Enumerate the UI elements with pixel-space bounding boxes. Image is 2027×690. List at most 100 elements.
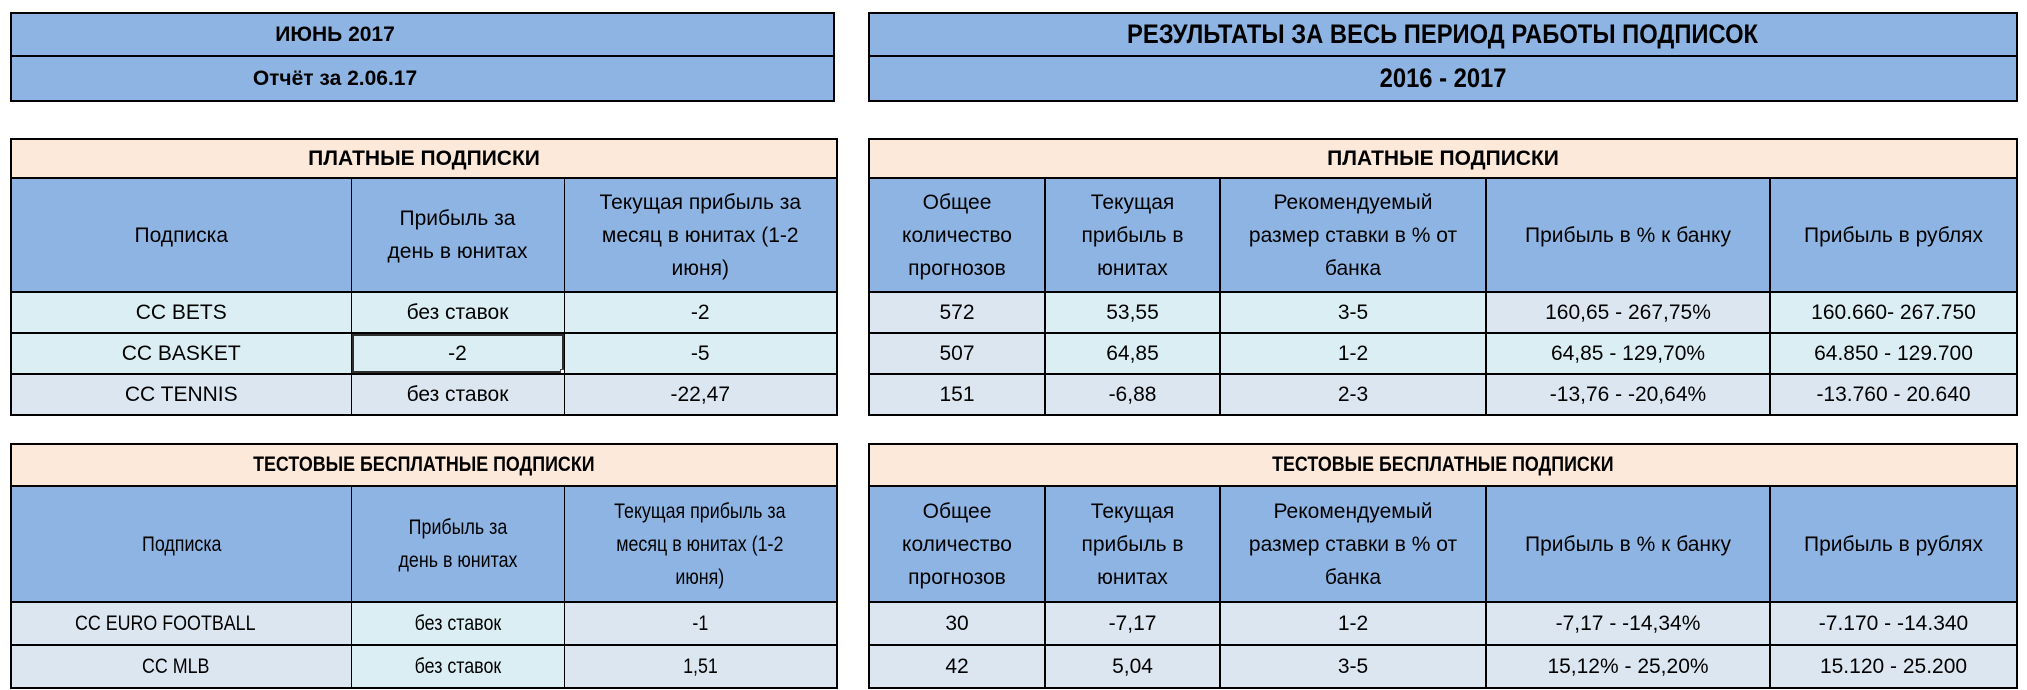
overall-test-table: ТЕСТОВЫЕ БЕСПЛАТНЫЕ ПОДПИСКИ Общее колич… xyxy=(867,443,2019,689)
column-header[interactable]: Общее количество прогнозов xyxy=(868,177,1046,293)
column-header[interactable]: Прибыль в % к банку xyxy=(1485,485,1771,603)
cell[interactable]: 151 xyxy=(868,373,1046,416)
table-row: ПЛАТНЫЕ ПОДПИСКИ xyxy=(10,138,838,179)
section-title-test[interactable]: ТЕСТОВЫЕ БЕСПЛАТНЫЕ ПОДПИСКИ xyxy=(867,443,2019,487)
cell[interactable]: 15,12% - 25,20% xyxy=(1485,644,1771,689)
column-header[interactable]: Рекомендуемый размер ставки в % от банка xyxy=(1219,177,1487,293)
cell[interactable]: 1-2 xyxy=(1219,332,1487,375)
cell[interactable]: без ставок xyxy=(350,644,565,689)
fill-handle[interactable] xyxy=(559,369,563,372)
cell[interactable]: 3-5 xyxy=(1219,644,1487,689)
table-row: 42 5,04 3-5 15,12% - 25,20% 15.120 - 25.… xyxy=(868,644,2019,689)
cell[interactable]: -7.170 - -14.340 xyxy=(1768,601,2019,646)
cell[interactable]: 42 xyxy=(868,644,1046,689)
cell[interactable]: 30 xyxy=(868,601,1046,646)
month-header: ИЮНЬ 2017 Отчёт за 2.06.17 xyxy=(10,12,835,102)
cell-subscription[interactable]: CC BETS xyxy=(10,291,352,334)
cell[interactable]: 572 xyxy=(868,291,1046,334)
period-header: РЕЗУЛЬТАТЫ ЗА ВЕСЬ ПЕРИОД РАБОТЫ ПОДПИСО… xyxy=(868,12,2018,102)
cell-text: CC MLB xyxy=(141,654,210,678)
month-title: ИЮНЬ 2017 xyxy=(275,22,395,46)
period-years-cell[interactable]: 2016 - 2017 xyxy=(868,55,2018,102)
cell[interactable]: 5,04 xyxy=(1044,644,1221,689)
cell[interactable]: -2 xyxy=(563,291,838,334)
table-row: 30 -7,17 1-2 -7,17 - -14,34% -7.170 - -1… xyxy=(868,601,2019,646)
cell-text: без ставок xyxy=(414,654,501,678)
cell[interactable]: -13.760 - 20.640 xyxy=(1769,373,2018,416)
column-header[interactable]: Текущая прибыль в юнитах xyxy=(1044,485,1221,603)
cell-subscription[interactable]: CC MLB xyxy=(10,644,352,689)
section-title-text: ТЕСТОВЫЕ БЕСПЛАТНЫЕ ПОДПИСКИ xyxy=(1272,453,1614,476)
table-row: 2016 - 2017 xyxy=(868,55,2018,102)
cell[interactable]: 507 xyxy=(868,332,1046,375)
column-header[interactable]: Прибыль за день в юнитах xyxy=(350,177,565,293)
cell[interactable]: 64,85 xyxy=(1044,332,1221,375)
column-header[interactable]: Общее количество прогнозов xyxy=(868,485,1046,603)
cell-text: -1 xyxy=(692,611,709,635)
column-header-text: Текущая прибыль за месяц в юнитах (1-2 и… xyxy=(614,499,786,589)
cell[interactable]: без ставок xyxy=(350,373,565,416)
column-header[interactable]: Прибыль в рублях xyxy=(1768,485,2019,603)
cell[interactable]: -7,17 - -14,34% xyxy=(1485,601,1771,646)
section-title-text: ТЕСТОВЫЕ БЕСПЛАТНЫЕ ПОДПИСКИ xyxy=(253,453,595,476)
cell[interactable]: -7,17 xyxy=(1044,601,1221,646)
period-title-cell[interactable]: РЕЗУЛЬТАТЫ ЗА ВЕСЬ ПЕРИОД РАБОТЫ ПОДПИСО… xyxy=(868,12,2018,57)
cell[interactable]: -5 xyxy=(563,332,838,375)
cell[interactable]: без ставок xyxy=(350,601,565,646)
cell[interactable]: 1-2 xyxy=(1219,601,1487,646)
cell[interactable]: 160.660- 267.750 xyxy=(1769,291,2018,334)
daily-paid-table: ПЛАТНЫЕ ПОДПИСКИ Подписка Прибыль за ден… xyxy=(10,138,839,416)
cell-text: CC EURO FOOTBALL xyxy=(75,611,256,635)
column-header[interactable]: Текущая прибыль за месяц в юнитах (1-2 и… xyxy=(563,177,838,293)
cell[interactable]: -6,88 xyxy=(1044,373,1221,416)
daily-test-table: ТЕСТОВЫЕ БЕСПЛАТНЫЕ ПОДПИСКИ Подписка Пр… xyxy=(10,443,839,689)
column-header[interactable]: Текущая прибыль в юнитах xyxy=(1044,177,1221,293)
table-row: Общее количество прогнозов Текущая прибы… xyxy=(868,177,2018,293)
cell[interactable]: 2-3 xyxy=(1219,373,1487,416)
table-row: CC EURO FOOTBALL без ставок -1 xyxy=(10,601,838,646)
cell[interactable]: -1 xyxy=(563,601,838,646)
cell[interactable]: -22,47 xyxy=(563,373,838,416)
column-header[interactable]: Рекомендуемый размер ставки в % от банка xyxy=(1219,485,1487,603)
cell[interactable]: -13,76 - -20,64% xyxy=(1485,373,1771,416)
report-date: Отчёт за 2.06.17 xyxy=(252,66,418,90)
cell-text: 1,51 xyxy=(682,654,718,678)
cell[interactable]: 15.120 - 25.200 xyxy=(1768,644,2019,689)
section-title-test[interactable]: ТЕСТОВЫЕ БЕСПЛАТНЫЕ ПОДПИСКИ xyxy=(10,443,838,487)
section-title-paid[interactable]: ПЛАТНЫЕ ПОДПИСКИ xyxy=(868,138,2018,179)
cell[interactable]: 160,65 - 267,75% xyxy=(1485,291,1771,334)
column-header[interactable]: Прибыль в % к банку xyxy=(1485,177,1771,293)
column-header[interactable]: Подписка xyxy=(10,485,352,603)
cell[interactable]: 1,51 xyxy=(563,644,838,689)
table-row: РЕЗУЛЬТАТЫ ЗА ВЕСЬ ПЕРИОД РАБОТЫ ПОДПИСО… xyxy=(868,12,2018,57)
cell-text: без ставок xyxy=(414,611,501,635)
table-row: Отчёт за 2.06.17 xyxy=(10,55,835,102)
period-years: 2016 - 2017 xyxy=(1379,63,1507,93)
cell[interactable]: 64,85 - 129,70% xyxy=(1485,332,1771,375)
column-header[interactable]: Прибыль за день в юнитах xyxy=(350,485,565,603)
table-row: 507 64,85 1-2 64,85 - 129,70% 64.850 - 1… xyxy=(868,332,2018,375)
column-header[interactable]: Подписка xyxy=(10,177,352,293)
table-row: 151 -6,88 2-3 -13,76 - -20,64% -13.760 -… xyxy=(868,373,2018,416)
month-title-cell[interactable]: ИЮНЬ 2017 xyxy=(10,12,835,57)
selected-cell[interactable]: -2 xyxy=(350,332,565,375)
cell-subscription[interactable]: CC BASKET xyxy=(10,332,352,375)
column-header-text: Прибыль за день в юнитах xyxy=(398,516,517,572)
report-date-cell[interactable]: Отчёт за 2.06.17 xyxy=(10,55,835,102)
column-header[interactable]: Текущая прибыль за месяц в юнитах (1-2 и… xyxy=(563,485,838,603)
cell[interactable]: 3-5 xyxy=(1219,291,1487,334)
table-row: Общее количество прогнозов Текущая прибы… xyxy=(868,485,2019,603)
table-row: ТЕСТОВЫЕ БЕСПЛАТНЫЕ ПОДПИСКИ xyxy=(867,443,2019,487)
table-row: ИЮНЬ 2017 xyxy=(10,12,835,57)
table-row: Подписка Прибыль за день в юнитах Текуща… xyxy=(10,177,838,293)
cell[interactable]: без ставок xyxy=(350,291,565,334)
overall-paid-table: ПЛАТНЫЕ ПОДПИСКИ Общее количество прогно… xyxy=(868,138,2018,416)
column-header-text: Подписка xyxy=(141,532,221,556)
column-header[interactable]: Прибыль в рублях xyxy=(1769,177,2018,293)
cell-subscription[interactable]: CC EURO FOOTBALL xyxy=(10,601,352,646)
section-title-paid[interactable]: ПЛАТНЫЕ ПОДПИСКИ xyxy=(10,138,838,179)
cell-subscription[interactable]: CC TENNIS xyxy=(10,373,352,416)
cell[interactable]: 53,55 xyxy=(1044,291,1221,334)
cell[interactable]: 64.850 - 129.700 xyxy=(1769,332,2018,375)
